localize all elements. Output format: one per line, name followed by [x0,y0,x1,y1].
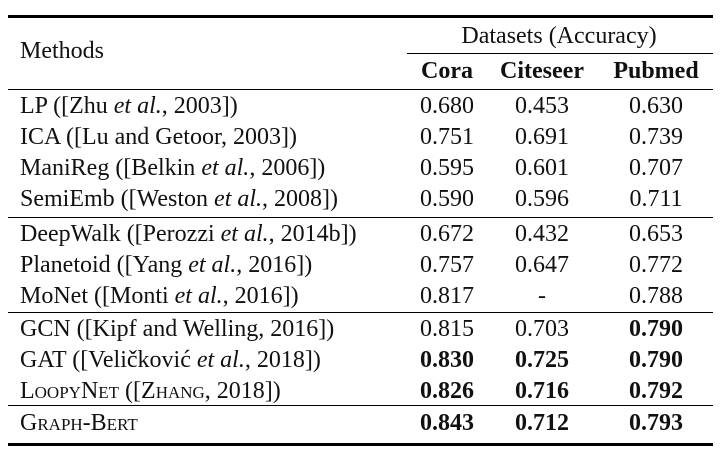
value-pubmed: 0.790 [629,347,683,373]
method-name-text: Graph-Bert [20,410,138,436]
value-citeseer: 0.601 [515,155,569,181]
value-pubmed: 0.630 [629,93,683,119]
et-al-text: et al. [214,186,263,212]
method-citation-text: , 2003]) [161,93,238,119]
value-pubmed: 0.792 [629,378,683,404]
top-rule [8,15,713,18]
value-citeseer: 0.716 [515,378,569,404]
value-cora: 0.751 [420,124,474,150]
method-name-text: GAT ([Veličković [20,347,197,373]
value-citeseer: 0.453 [515,93,569,119]
group-rule-3 [8,405,713,407]
method-name-text: GCN ([Kipf and Welling, 2016]) [20,316,335,342]
method-name-text: LoopyNet [20,378,120,404]
value-pubmed: 0.707 [629,155,683,181]
value-citeseer: 0.712 [515,410,569,436]
bottom-rule [8,443,713,446]
method-citation-text: , 2006]) [249,155,326,181]
value-cora: 0.757 [420,252,474,278]
value-pubmed: 0.793 [629,410,683,436]
method-name-text: LP ([Zhu [20,93,114,119]
et-al-text: et al. [196,347,245,373]
method-name: Planetoid ([Yang et al., 2016]) [20,251,312,279]
value-pubmed: 0.790 [629,316,683,342]
value-pubmed: 0.653 [629,221,683,247]
value-pubmed: 0.711 [629,186,683,212]
method-name-text: Planetoid ([Yang [20,252,189,278]
method-name: ManiReg ([Belkin et al., 2006]) [20,154,325,182]
method-citation-text: , 2014b]) [268,221,357,247]
value-cora: 0.590 [420,186,474,212]
et-al-text: et al. [113,93,162,119]
value-citeseer: - [538,283,546,309]
column-header-citeseer: Citeseer [500,58,584,84]
et-al-text: et al. [174,283,223,309]
value-cora: 0.817 [420,283,474,309]
method-name: GAT ([Veličković et al., 2018]) [20,346,321,374]
method-name-text: MoNet ([Monti [20,283,175,309]
value-citeseer: 0.691 [515,124,569,150]
value-citeseer: 0.725 [515,347,569,373]
value-pubmed: 0.739 [629,124,683,150]
method-name: LoopyNet ([Zhang, 2018]) [20,377,281,405]
method-citation-text: , 2016]) [236,252,313,278]
method-citation-text: ([Zhang, 2018]) [119,378,281,404]
value-pubmed: 0.788 [629,283,683,309]
datasets-group-header: Datasets (Accuracy) [461,23,657,49]
column-header-pubmed: Pubmed [613,58,699,84]
header-rule [8,89,713,91]
group-rule-2 [8,312,713,314]
value-citeseer: 0.647 [515,252,569,278]
method-name: LP ([Zhu et al., 2003]) [20,92,238,120]
et-al-text: et al. [220,221,269,247]
value-cora: 0.672 [420,221,474,247]
method-name-text: DeepWalk ([Perozzi [20,221,221,247]
group-rule-1 [8,217,713,219]
methods-header: Methods [20,38,104,64]
method-name: ICA ([Lu and Getoor, 2003]) [20,123,297,151]
method-name: DeepWalk ([Perozzi et al., 2014b]) [20,220,357,248]
et-al-text: et al. [188,252,237,278]
method-name-text: ManiReg ([Belkin [20,155,202,181]
column-header-cora: Cora [421,58,473,84]
datasets-subrule [407,53,713,55]
value-cora: 0.680 [420,93,474,119]
method-citation-text: , 2018]) [244,347,321,373]
method-name: GCN ([Kipf and Welling, 2016]) [20,315,334,343]
value-cora: 0.843 [420,410,474,436]
value-cora: 0.815 [420,316,474,342]
value-cora: 0.595 [420,155,474,181]
value-citeseer: 0.432 [515,221,569,247]
value-citeseer: 0.596 [515,186,569,212]
method-name: Graph-Bert [20,409,138,437]
method-name-text: SemiEmb ([Weston [20,186,215,212]
value-cora: 0.830 [420,347,474,373]
et-al-text: et al. [201,155,250,181]
value-cora: 0.826 [420,378,474,404]
method-name: MoNet ([Monti et al., 2016]) [20,282,299,310]
value-citeseer: 0.703 [515,316,569,342]
method-name: SemiEmb ([Weston et al., 2008]) [20,185,338,213]
method-name-text: ICA ([Lu and Getoor, 2003]) [20,124,297,150]
method-citation-text: , 2016]) [222,283,299,309]
method-citation-text: , 2008]) [262,186,339,212]
value-pubmed: 0.772 [629,252,683,278]
